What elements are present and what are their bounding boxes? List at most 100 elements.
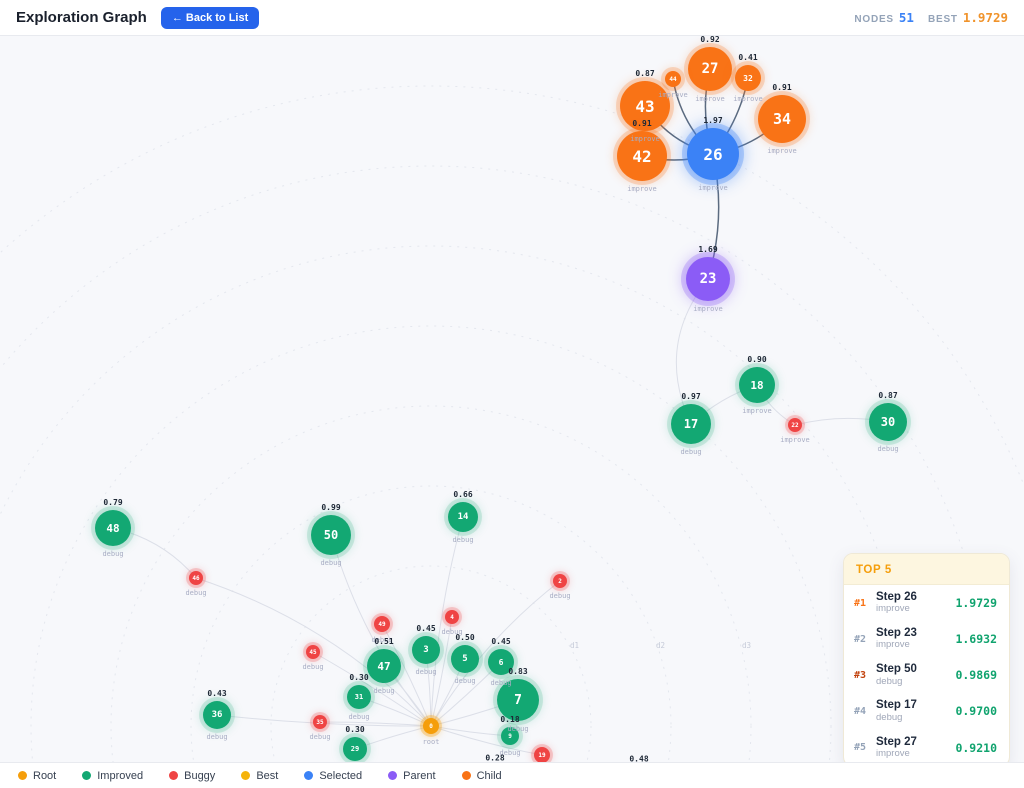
node-47-action-label: debug (373, 687, 395, 695)
node-5-action-label: debug (454, 677, 476, 685)
node-9-value: 0.18 (500, 715, 520, 724)
edge-0-45 (312, 651, 432, 727)
node-17-action-label: debug (680, 448, 702, 456)
child-dot-icon (461, 771, 471, 780)
graph-node-35[interactable]: 35 (313, 715, 327, 729)
floating-value-0: 0.28 (485, 753, 505, 763)
node-26-value: 1.97 (703, 116, 723, 125)
top5-score: 0.9210 (955, 740, 997, 755)
legend-item-improved: Improved (82, 770, 143, 782)
graph-node-45[interactable]: 45 (306, 645, 320, 659)
node-23-value: 1.69 (698, 245, 718, 254)
graph-node-17[interactable]: 17 (671, 404, 711, 444)
header: Exploration Graph ← Back to List NODES 51… (0, 0, 1024, 36)
legend-label: Root (33, 769, 57, 782)
top5-action-label: improve (876, 639, 910, 651)
legend-item-parent: Parent (388, 770, 436, 782)
graph-node-34[interactable]: 34 (758, 95, 806, 143)
top5-step-info: Step 27 improve (876, 736, 955, 760)
node-6-value: 0.45 (491, 637, 511, 646)
graph-node-19[interactable]: 19 (534, 747, 550, 762)
top5-rank: #4 (854, 705, 867, 717)
graph-node-31[interactable]: 31 (347, 685, 371, 709)
ring-label-d2: d2 (656, 641, 665, 650)
node-7-value: 0.83 (508, 667, 528, 676)
graph-node-3[interactable]: 3 (412, 636, 440, 664)
graph-node-46[interactable]: 46 (189, 571, 203, 585)
graph-node-47[interactable]: 47 (367, 649, 401, 683)
legend-item-root: Root (18, 770, 56, 782)
graph-node-7[interactable]: 7 (497, 679, 539, 721)
graph-node-32[interactable]: 32 (735, 65, 761, 91)
graph-node-14[interactable]: 14 (448, 502, 478, 532)
distance-ring-1 (270, 565, 592, 762)
back-to-list-button[interactable]: ← Back to List (160, 6, 260, 29)
node-36-value: 0.43 (207, 689, 227, 698)
graph-node-48[interactable]: 48 (95, 510, 131, 546)
top5-action-label: debug (876, 675, 903, 687)
best-stat: BEST 1.9729 (928, 9, 1008, 27)
graph-node-23[interactable]: 23 (686, 257, 730, 301)
graph-node-30[interactable]: 30 (869, 403, 907, 441)
top5-step-label: Step 23 (876, 627, 917, 640)
node-14-action-label: debug (452, 536, 474, 544)
top5-step-label: Step 50 (876, 663, 917, 676)
graph-node-36[interactable]: 36 (203, 701, 231, 729)
node-43-action-label: improve (630, 135, 660, 143)
node-30-action-label: debug (877, 445, 899, 453)
edge-0-35 (319, 721, 432, 727)
ring-label-d3: d3 (742, 641, 751, 650)
edge-0-4 (430, 616, 453, 727)
node-4-action-label: debug (441, 628, 463, 636)
graph-node-6[interactable]: 6 (488, 649, 514, 675)
graph-node-0[interactable]: 0 (423, 718, 439, 734)
graph-node-22[interactable]: 22 (788, 418, 802, 432)
top5-panel: TOP 5 #1 Step 26 improve 1.9729 #2 Step 23 imp… (843, 553, 1010, 762)
graph-node-50[interactable]: 50 (311, 515, 351, 555)
top5-row-4[interactable]: #4 Step 17 debug 0.9700 (844, 693, 1009, 729)
node-45-action-label: debug (302, 663, 324, 671)
top5-row-1[interactable]: #1 Step 26 improve 1.9729 (844, 585, 1009, 621)
edge-0-19 (430, 725, 543, 756)
graph-node-42[interactable]: 42 (617, 131, 667, 181)
graph-node-29[interactable]: 29 (343, 737, 367, 761)
node-43-value: 0.87 (635, 69, 655, 78)
node-3-action-label: debug (415, 668, 437, 676)
improved-dot-icon (82, 771, 92, 780)
graph-node-2[interactable]: 2 (553, 574, 567, 588)
graph-node-43[interactable]: 43 (620, 81, 670, 131)
graph-node-26[interactable]: 26 (687, 128, 739, 180)
graph-canvas[interactable]: d1 d2 d3 27 0.92 improve 44 improve 32 0.41 impro… (0, 36, 1024, 762)
node-48-action-label: debug (102, 550, 124, 558)
node-27-action-label: improve (695, 95, 725, 103)
top5-step-label: Step 27 (876, 735, 917, 748)
graph-node-44[interactable]: 44 (665, 71, 681, 87)
parent-dot-icon (388, 771, 398, 780)
graph-node-9[interactable]: 9 (501, 727, 519, 745)
edge-0-49 (381, 623, 432, 727)
top5-score: 1.6932 (955, 632, 997, 647)
top5-row-2[interactable]: #2 Step 23 improve 1.6932 (844, 621, 1009, 657)
distance-ring-2 (190, 485, 672, 762)
top5-header: TOP 5 (844, 554, 1009, 585)
graph-node-4[interactable]: 4 (445, 610, 459, 624)
legend-label: Improved (97, 769, 144, 782)
graph-node-49[interactable]: 49 (374, 616, 390, 632)
top5-action-label: debug (876, 711, 903, 723)
graph-node-27[interactable]: 27 (688, 47, 732, 91)
node-34-action-label: improve (767, 147, 797, 155)
node-32-value: 0.41 (738, 53, 758, 62)
graph-node-18[interactable]: 18 (739, 367, 775, 403)
top5-rank: #2 (854, 633, 867, 645)
top5-rank: #1 (854, 597, 867, 609)
node-2-action-label: debug (549, 592, 571, 600)
header-stats: NODES 51 BEST 1.9729 (854, 9, 1008, 27)
top5-row-3[interactable]: #3 Step 50 debug 0.9869 (844, 657, 1009, 693)
node-30-value: 0.87 (878, 391, 898, 400)
top5-row-5[interactable]: #5 Step 27 improve 0.9210 (844, 730, 1009, 762)
legend-label: Selected (319, 769, 363, 782)
top5-step-info: Step 26 improve (876, 591, 955, 615)
best-value: 1.9729 (962, 9, 1008, 25)
graph-node-5[interactable]: 5 (451, 645, 479, 673)
nodes-value: 51 (898, 9, 914, 25)
